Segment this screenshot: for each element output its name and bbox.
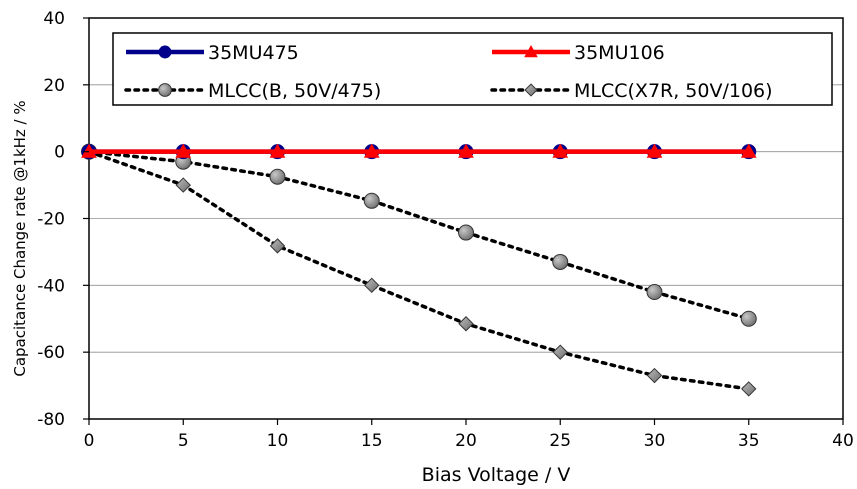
legend-entry: MLCC(X7R, 50V/106) [490,80,773,102]
series-1 [81,143,757,158]
data-point-circle [158,45,172,59]
legend-box [112,32,833,106]
data-point-circle [269,168,286,185]
axes: 0 5 10 15 20 25 30 35 40 -80 -60 -40 -20 0 20 40 Bias Vo… [11,9,854,486]
y-axis-title: Capacitance Change rate @1kHz / % [11,100,29,376]
data-point-diamond [458,316,474,332]
series-line [87,149,751,321]
data-point-circle [646,284,663,301]
x-tick-label: 0 [84,431,95,451]
gridlines [89,84,843,353]
data-point-diamond [175,177,191,193]
data-point-triangle [458,143,474,158]
data-point-diamond [552,344,568,360]
data-point-triangle [269,143,286,158]
x-tick-label: 15 [361,431,383,451]
y-tick-label: -80 [37,410,65,430]
data-point-triangle [81,143,97,158]
data-point-triangle [740,143,757,158]
series-2 [81,143,757,327]
x-tick-label: 20 [455,431,477,451]
x-tick-label: 35 [738,431,760,451]
y-tick-label: 40 [43,9,65,29]
legend-label: MLCC(B, 50V/475) [208,80,381,102]
data-point-circle [740,310,757,327]
legend-label: MLCC(X7R, 50V/106) [574,80,773,102]
x-tick-label: 25 [549,431,571,451]
series-group [81,143,757,397]
data-point-diamond [364,277,380,294]
data-point-diamond [646,367,663,384]
x-tick-label: 10 [267,431,289,451]
y-tick-label: -60 [37,343,65,363]
x-tick-label: 30 [644,431,666,451]
series-3 [81,143,757,397]
data-point-triangle [524,45,538,58]
data-point-circle [458,224,474,241]
data-point-circle [552,253,569,270]
data-point-triangle [552,143,569,158]
y-tick-label: -20 [37,210,65,230]
data-point-circle [158,83,172,97]
legend-entry: 35MU475 [126,42,299,64]
y-tick-label: 20 [43,76,65,96]
x-tick-label: 5 [178,431,189,451]
legend-entry: 35MU106 [492,42,665,64]
data-point-triangle [363,143,380,158]
legend-entry: MLCC(B, 50V/475) [124,80,381,102]
x-tick-label: 40 [832,431,854,451]
data-point-triangle [646,143,663,158]
legend: 35MU475 35MU106 MLCC(B, 50V/475) MLCC(X7R, … [112,32,833,106]
legend-label: 35MU106 [574,42,665,64]
data-point-circle [363,192,380,209]
data-point-diamond [741,381,757,397]
legend-label: 35MU475 [208,42,299,64]
data-point-diamond [524,83,538,97]
data-point-triangle [175,143,192,158]
y-tick-label: -40 [37,276,65,296]
x-axis-title: Bias Voltage / V [422,464,571,485]
y-tick-label: 0 [54,143,65,163]
series-line [87,149,751,391]
data-point-diamond [269,238,286,254]
